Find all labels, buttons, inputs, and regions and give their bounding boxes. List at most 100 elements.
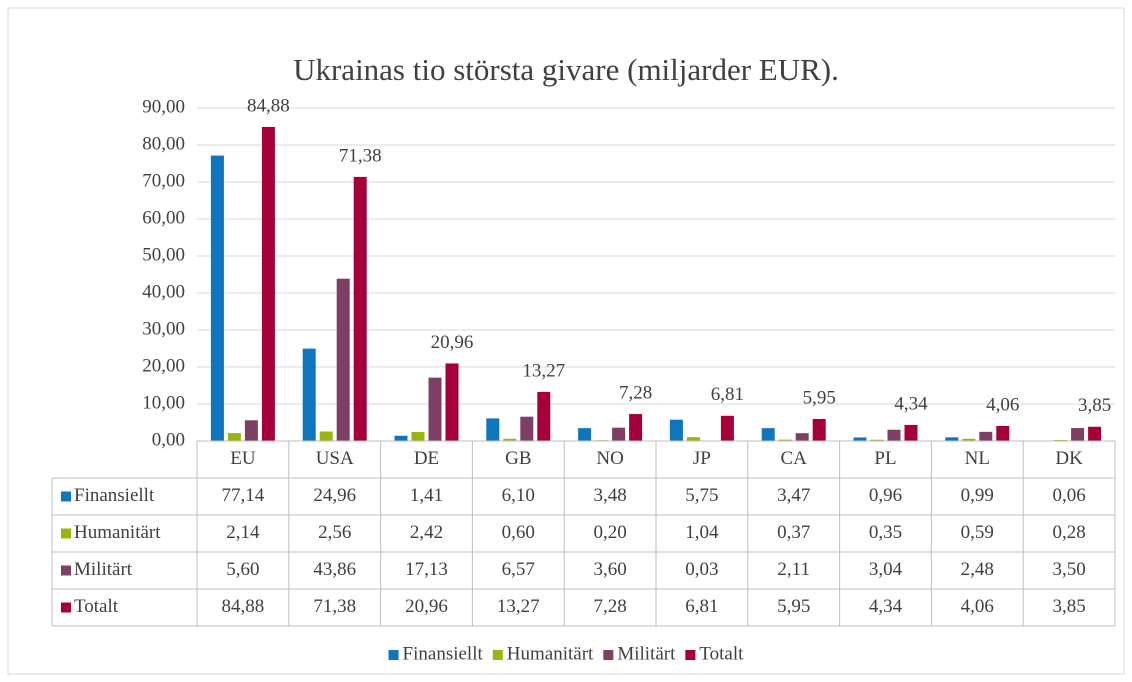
x-tick-label: GB — [505, 448, 531, 469]
bar — [720, 415, 734, 441]
table-cell: 6,57 — [502, 559, 535, 580]
bar — [520, 416, 534, 441]
table-cell: 0,28 — [1052, 522, 1085, 543]
bar — [795, 433, 809, 441]
x-tick-label: PL — [874, 448, 896, 469]
table-cell: 0,99 — [961, 485, 994, 506]
data-label: 4,34 — [894, 393, 928, 414]
data-label: 13,27 — [522, 360, 565, 381]
bar — [979, 431, 993, 441]
table-cell: 0,59 — [961, 522, 994, 543]
table-cell: 13,27 — [497, 596, 540, 617]
bar — [945, 437, 959, 441]
bar — [812, 418, 826, 441]
bar — [1071, 428, 1085, 441]
bar — [210, 155, 224, 441]
table-cell: 5,75 — [685, 485, 718, 506]
bar — [669, 419, 683, 441]
bar — [904, 424, 918, 441]
data-label: 6,81 — [711, 384, 744, 405]
table-cell: 1,41 — [410, 485, 443, 506]
bar — [537, 391, 551, 441]
table-cell: 4,34 — [869, 596, 903, 617]
table-cell: 77,14 — [222, 485, 265, 506]
table-row-label: Finansiellt — [74, 485, 155, 506]
y-tick-label: 20,00 — [142, 355, 185, 376]
table-cell: 3,48 — [593, 485, 626, 506]
table-cell: 0,20 — [593, 522, 626, 543]
data-label: 71,38 — [339, 145, 382, 166]
x-tick-label: CA — [780, 448, 807, 469]
table-cell: 71,38 — [313, 596, 356, 617]
y-tick-label: 30,00 — [142, 318, 185, 339]
legend-key — [61, 528, 71, 539]
table-cell: 2,11 — [777, 559, 810, 580]
table-cell: 0,35 — [869, 522, 902, 543]
data-label: 5,95 — [803, 387, 836, 408]
table-cell: 6,81 — [685, 596, 718, 617]
bar — [1054, 439, 1068, 441]
table-cell: 0,06 — [1052, 485, 1085, 506]
bar — [319, 431, 333, 441]
table-cell: 3,04 — [869, 559, 903, 580]
table-cell: 17,13 — [405, 559, 448, 580]
legend-key — [603, 650, 614, 660]
bar — [411, 432, 425, 441]
table-cell: 3,60 — [593, 559, 626, 580]
y-tick-label: 80,00 — [142, 133, 185, 154]
bar — [1088, 426, 1102, 441]
data-label: 4,06 — [986, 394, 1019, 415]
bar — [612, 427, 626, 441]
y-tick-label: 10,00 — [142, 392, 185, 413]
chart-title: Ukrainas tio största givare (miljarder E… — [293, 52, 839, 87]
x-tick-label: DK — [1055, 448, 1083, 469]
table-cell: 0,37 — [777, 522, 810, 543]
table-row-label: Humanitärt — [74, 522, 161, 543]
legend-label: Humanitärt — [507, 643, 594, 664]
bar — [428, 377, 442, 441]
bar — [244, 420, 258, 441]
y-tick-label: 60,00 — [142, 207, 185, 228]
bar — [996, 425, 1010, 441]
table-cell: 2,42 — [410, 522, 443, 543]
legend-label: Finansiellt — [403, 643, 484, 664]
bar — [336, 278, 350, 441]
legend-key — [388, 650, 399, 660]
table-cell: 3,50 — [1052, 559, 1085, 580]
bar — [962, 438, 976, 441]
legend-label: Militärt — [617, 643, 676, 664]
data-label: 7,28 — [619, 382, 652, 403]
legend-key — [61, 565, 71, 576]
table-cell: 3,85 — [1052, 596, 1085, 617]
bar — [778, 439, 792, 441]
table-cell: 6,10 — [502, 485, 535, 506]
table-cell: 0,60 — [502, 522, 535, 543]
table-cell: 20,96 — [405, 596, 448, 617]
table-cell: 2,14 — [226, 522, 260, 543]
bar — [853, 437, 867, 441]
x-tick-label: NO — [596, 448, 623, 469]
x-tick-label: USA — [316, 448, 354, 469]
table-cell: 2,56 — [318, 522, 351, 543]
bar — [261, 126, 275, 441]
legend-key — [61, 491, 71, 502]
data-label: 3,85 — [1078, 395, 1111, 416]
table-cell: 5,60 — [226, 559, 259, 580]
table-cell: 43,86 — [313, 559, 356, 580]
y-tick-label: 0,00 — [152, 429, 185, 450]
legend-key — [492, 650, 503, 660]
table-cell: 4,06 — [961, 596, 994, 617]
legend-key — [685, 650, 696, 660]
x-tick-label: NL — [965, 448, 990, 469]
y-tick-label: 70,00 — [142, 170, 185, 191]
legend-label: Totalt — [699, 643, 744, 664]
table-cell: 7,28 — [593, 596, 626, 617]
chart-border — [7, 7, 1125, 675]
y-tick-label: 40,00 — [142, 281, 185, 302]
bar — [302, 348, 316, 441]
bar — [761, 428, 775, 441]
bar — [686, 437, 700, 441]
data-label: 84,88 — [247, 95, 290, 116]
x-tick-label: JP — [693, 448, 711, 469]
